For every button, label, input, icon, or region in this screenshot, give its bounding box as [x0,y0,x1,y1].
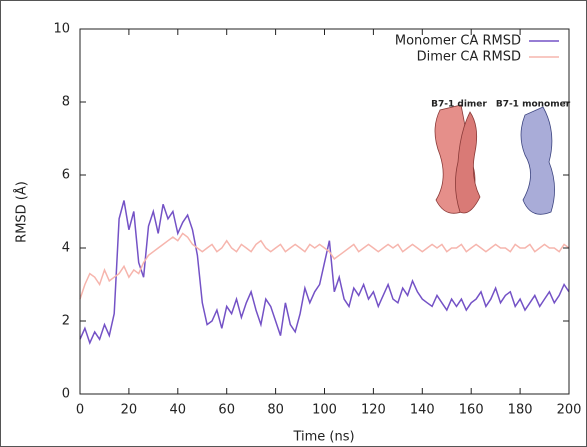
x-tick-label: 140 [410,403,435,418]
y-tick-label: 0 [62,387,70,402]
annotation: B7-1 dimer [431,100,487,110]
legend-label: Monomer CA RMSD [395,34,521,49]
legend-label: Dimer CA RMSD [417,50,521,65]
y-tick-label: 6 [62,168,70,183]
y-axis-label: RMSD (Å) [14,181,30,243]
x-tick-label: 180 [508,403,533,418]
y-tick-label: 8 [62,95,70,110]
protein-images [434,104,555,215]
x-axis-label: Time (ns) [292,430,354,445]
x-tick-label: 20 [121,403,138,418]
y-tick-label: 2 [62,314,70,329]
x-tick-label: 60 [218,403,235,418]
x-tick-label: 80 [267,403,284,418]
x-tick-label: 40 [170,403,187,418]
data-line [79,232,570,300]
data-line [79,200,570,345]
x-tick-label: 0 [76,403,84,418]
x-tick-label: 100 [312,403,337,418]
y-tick-label: 10 [53,22,70,37]
x-tick-label: 200 [557,403,582,418]
y-tick-label: 4 [62,241,70,256]
annotation: B7-1 monomer [496,100,571,110]
x-tick-label: 120 [361,403,386,418]
x-tick-label: 160 [459,403,484,418]
